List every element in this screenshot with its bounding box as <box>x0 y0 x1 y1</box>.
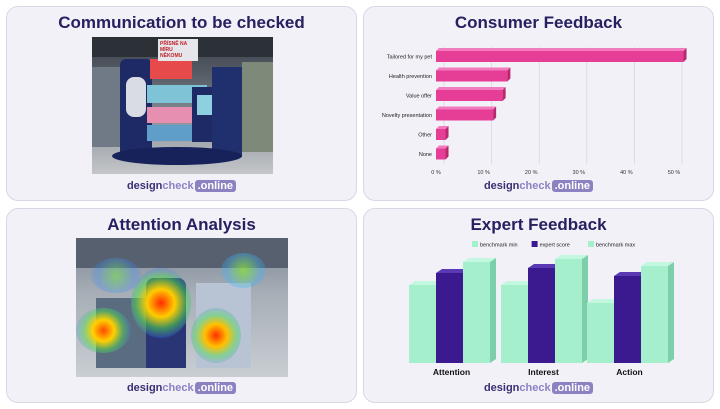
bar <box>436 48 687 62</box>
designcheck-logo: designcheck .online <box>7 382 356 394</box>
heatmap-hotspot <box>191 308 241 363</box>
x-tick-label: 10 % <box>477 170 490 176</box>
bar <box>436 87 506 101</box>
bar <box>436 126 449 140</box>
bar <box>555 255 588 363</box>
category-label: Other <box>418 133 432 139</box>
legend-item: expert score <box>531 241 570 249</box>
legend-item: benchmark max <box>588 241 635 249</box>
designcheck-logo: designcheck .online <box>364 382 713 394</box>
heatmap-hotspot <box>131 268 191 338</box>
bar <box>641 262 674 363</box>
bar <box>436 106 497 121</box>
display-sign: PŘÍSNĚ NA MÍRU NĚKOMU <box>158 39 198 61</box>
consumer-feedback-panel: Consumer Feedback 0 % 10 % 20 % 30 % 40 % 50 … <box>363 6 714 201</box>
heatmap-hotspot <box>221 253 266 288</box>
x-tick-label: 20 % <box>525 170 538 176</box>
category-label: Attention <box>433 367 470 377</box>
expert-feedback-panel: Expert Feedback benchmark min expert scor… <box>363 208 714 403</box>
category-label: Tailored for my pet <box>387 55 433 61</box>
panel-title: Expert Feedback <box>470 215 607 234</box>
category-label: Action <box>616 367 642 377</box>
expert-feedback-chart: benchmark min expert score benchmark max At… <box>409 241 674 377</box>
bar <box>409 281 442 363</box>
bar <box>436 67 511 82</box>
legend-item: benchmark min <box>472 241 518 249</box>
category-label: None <box>419 152 432 158</box>
category-label: Novelty presentation <box>382 113 432 119</box>
bar <box>436 145 449 160</box>
display-photo: PŘÍSNĚ NA MÍRU NĚKOMU <box>92 37 273 174</box>
category-label: Value offer <box>406 94 432 100</box>
x-tick-label: 30 % <box>573 170 586 176</box>
heatmap-hotspot <box>91 258 141 293</box>
x-tick-label: 40 % <box>620 170 633 176</box>
svg-text:expert score: expert score <box>540 243 570 249</box>
heatmap-photo <box>76 238 288 377</box>
x-tick-label: 0 % <box>431 170 441 176</box>
designcheck-logo: designcheck .online <box>364 180 713 192</box>
bar <box>528 264 561 363</box>
bar <box>463 258 496 363</box>
heatmap-hotspot <box>76 308 131 353</box>
svg-text:benchmark max: benchmark max <box>596 243 635 249</box>
communication-panel: Communication to be checked PŘÍSNĚ NA MÍ… <box>6 6 357 201</box>
svg-text:benchmark min: benchmark min <box>480 243 518 249</box>
consumer-feedback-chart: 0 % 10 % 20 % 30 % 40 % 50 % Tailored for my p… <box>382 47 687 176</box>
category-label: Health prevention <box>389 74 432 80</box>
attention-analysis-panel: Attention Analysis designcheck .online <box>6 208 357 403</box>
panel-title: Attention Analysis <box>107 215 256 234</box>
x-tick-label: 50 % <box>668 170 681 176</box>
panel-title: Consumer Feedback <box>454 13 623 32</box>
designcheck-logo: designcheck .online <box>7 180 356 192</box>
bar <box>501 281 534 363</box>
category-label: Interest <box>528 367 559 377</box>
panel-title: Communication to be checked <box>58 13 305 32</box>
